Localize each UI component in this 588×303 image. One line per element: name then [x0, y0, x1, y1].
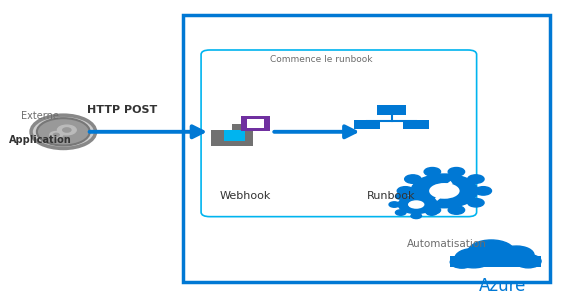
Circle shape: [467, 198, 484, 207]
Circle shape: [429, 183, 460, 199]
Circle shape: [433, 202, 443, 207]
Text: Application: Application: [8, 135, 71, 145]
Circle shape: [405, 198, 421, 207]
Circle shape: [448, 206, 465, 214]
Text: Azure: Azure: [479, 278, 527, 295]
Circle shape: [468, 240, 514, 264]
FancyBboxPatch shape: [403, 120, 429, 129]
Circle shape: [426, 210, 437, 215]
FancyBboxPatch shape: [224, 130, 245, 141]
Circle shape: [408, 200, 425, 209]
Circle shape: [50, 132, 63, 138]
Circle shape: [54, 133, 59, 136]
Text: HTTP POST: HTTP POST: [87, 105, 157, 115]
Circle shape: [515, 255, 541, 268]
FancyBboxPatch shape: [247, 119, 264, 128]
Circle shape: [424, 168, 440, 176]
Circle shape: [499, 246, 534, 264]
FancyBboxPatch shape: [211, 124, 253, 146]
Circle shape: [397, 195, 435, 214]
FancyBboxPatch shape: [211, 124, 232, 130]
Circle shape: [475, 187, 492, 195]
Circle shape: [424, 206, 440, 214]
Text: Commence le runbook: Commence le runbook: [270, 55, 373, 64]
Circle shape: [397, 187, 413, 195]
Circle shape: [446, 254, 479, 271]
Circle shape: [396, 194, 406, 199]
FancyBboxPatch shape: [450, 256, 541, 267]
Circle shape: [450, 246, 497, 270]
Circle shape: [405, 175, 421, 183]
Circle shape: [31, 115, 96, 148]
Text: Automatisation: Automatisation: [407, 239, 487, 249]
Circle shape: [426, 194, 437, 199]
Circle shape: [396, 210, 406, 215]
Circle shape: [411, 191, 422, 196]
FancyBboxPatch shape: [241, 116, 270, 131]
Text: Runbook: Runbook: [368, 191, 416, 201]
Circle shape: [467, 175, 484, 183]
Circle shape: [63, 128, 71, 132]
Circle shape: [389, 202, 400, 207]
Circle shape: [410, 173, 479, 208]
Circle shape: [450, 256, 474, 268]
FancyBboxPatch shape: [450, 255, 541, 267]
Circle shape: [463, 238, 519, 267]
FancyBboxPatch shape: [354, 120, 380, 129]
Circle shape: [37, 118, 90, 145]
FancyBboxPatch shape: [377, 105, 406, 115]
Circle shape: [58, 125, 76, 135]
Circle shape: [494, 244, 539, 267]
Circle shape: [411, 213, 422, 218]
Circle shape: [510, 252, 546, 270]
Circle shape: [455, 248, 492, 268]
Text: Externe: Externe: [21, 111, 59, 121]
Text: Webhook: Webhook: [219, 191, 270, 201]
Circle shape: [448, 168, 465, 176]
